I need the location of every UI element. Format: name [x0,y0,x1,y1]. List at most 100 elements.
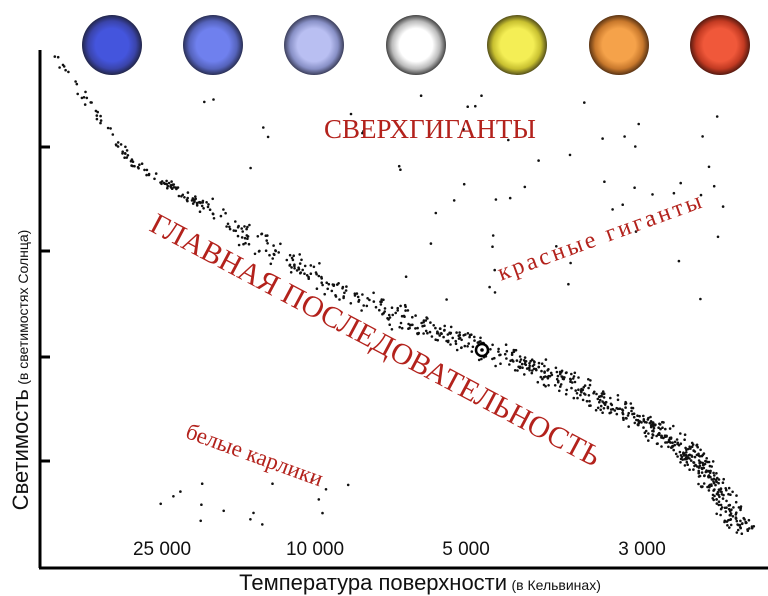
star-dot [652,434,655,437]
star-dot [178,195,181,198]
star-dot [290,266,293,269]
star-dot [420,94,423,97]
star-dot [602,393,605,396]
star-dot [493,357,496,360]
star-dot [171,184,174,187]
star-dot [722,478,725,481]
star-dot [717,494,720,497]
star-dot [694,456,697,459]
star-dot [712,460,715,463]
red-giants-label: красные гиганты [494,188,705,286]
star-dot [676,455,679,458]
star-dot [652,423,655,426]
star-dot [601,137,604,140]
star-dot [257,235,260,238]
star-dot [271,257,274,260]
star-dot [241,236,244,239]
star-dot [57,56,60,59]
star-dot [569,154,572,157]
star-dot [422,332,425,335]
star-dot [711,497,714,500]
star-dot [702,454,705,457]
star-dot [637,123,640,126]
star-yellow [487,15,547,75]
star-dot [245,228,248,231]
star-dot [601,411,604,414]
star-dot [262,126,265,129]
star-dot [249,518,252,521]
star-dot [145,174,148,177]
star-dot [451,337,454,340]
star-dot [443,329,446,332]
star-dot [473,339,476,342]
star-dot [617,394,620,397]
star-dot [171,187,174,190]
star-dot [300,259,303,262]
star-dot [155,172,158,175]
star-dot [611,404,614,407]
star-dot [664,434,667,437]
star-dot [718,500,721,503]
star-dot [651,193,654,196]
star-dot [614,409,617,412]
star-dot [425,330,428,333]
star-dot [268,254,271,257]
star-dot [621,412,624,415]
star-dot [435,212,438,215]
star-dot [468,336,471,339]
star-dot [556,378,559,381]
star-dot [545,358,548,361]
star-dot [417,332,420,335]
star-dot [350,302,353,305]
star-dot [689,454,692,457]
star-dot [429,331,432,334]
star-dot [739,524,742,527]
star-dot [201,201,204,204]
star-dot [716,115,719,118]
star-dot [241,230,244,233]
star-dot [676,443,679,446]
star-dot [720,491,723,494]
star-dot [751,525,754,528]
star-dot [679,461,682,464]
star-dot [378,309,381,312]
y-axis-title: Светимость (в светимостях Солнца) [8,230,33,511]
star-dot [644,421,647,424]
star-dot [748,519,751,522]
star-dot [630,407,633,410]
star-dot [63,65,66,68]
star-dot [273,253,276,256]
star-dot [516,359,519,362]
star-white [386,15,446,75]
star-dot [332,284,335,287]
star-red [690,15,750,75]
star-dot [240,227,243,230]
star-dot [109,127,112,130]
star-dot [343,292,346,295]
star-dot [186,197,189,200]
star-dot [512,360,515,363]
star-dot [679,432,682,435]
star-dot [560,383,563,386]
star-dot [304,265,307,268]
star-dot [636,414,639,417]
star-dot [630,410,633,413]
star-dot [701,471,704,474]
star-dot [531,358,534,361]
x-tick-label: 10 000 [286,539,344,560]
star-dot [265,249,268,252]
star-dot [683,438,686,441]
star-dot [599,409,602,412]
star-dot [656,443,659,446]
supergiants-label: СВЕРХГИГАНТЫ [324,114,536,144]
star-dot [429,321,432,324]
star-dot [391,314,394,317]
star-dot [609,397,612,400]
hr-diagram: СВЕРХГИГАНТЫ ГЛАВНАЯ ПОСЛЕДОВАТЕЛЬНОСТЬ … [0,0,768,596]
star-dot [298,253,301,256]
star-dot [382,312,385,315]
star-dot [735,511,738,514]
star-dot [328,283,331,286]
star-dot [99,115,102,118]
star-dot [725,510,728,513]
